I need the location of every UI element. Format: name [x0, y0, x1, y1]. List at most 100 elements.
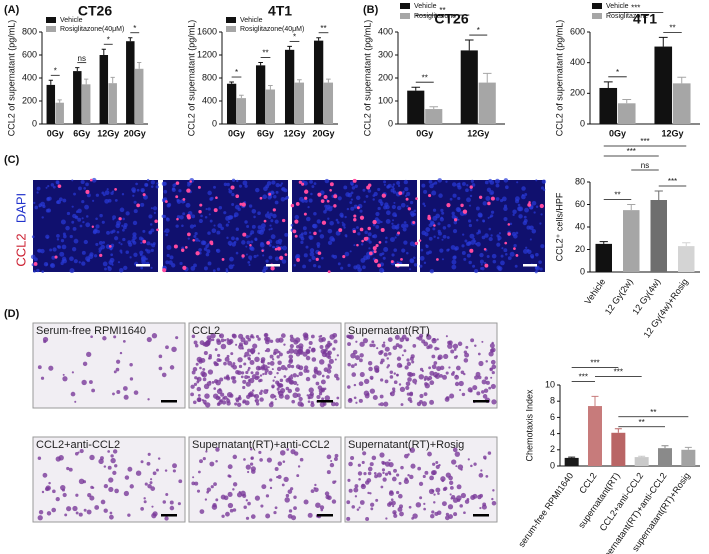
error-bar [622, 98, 632, 104]
nucleus [331, 238, 336, 242]
migrated-cell [354, 495, 358, 498]
nucleus [462, 182, 466, 186]
ccl2-cell [317, 192, 322, 197]
migrated-cell [260, 364, 266, 370]
x-tick-label: 0Gy [47, 128, 64, 138]
migrated-cell [467, 458, 470, 461]
migrated-cell [247, 501, 251, 506]
migrated-cell [248, 357, 251, 361]
nucleus [37, 249, 41, 253]
migrated-cell [383, 352, 388, 357]
migrated-cell [288, 509, 293, 513]
migrated-cell [375, 369, 380, 373]
migrated-cell [211, 380, 215, 384]
nucleus [163, 189, 168, 194]
migrated-cell [310, 334, 315, 339]
ccl2-cell [272, 208, 276, 212]
migrated-cell [232, 333, 237, 339]
migrated-cell [178, 479, 183, 484]
y-tick-label: 400 [202, 95, 217, 105]
migrated-cell [424, 470, 429, 475]
migrated-cell [409, 356, 414, 361]
migrated-cell [406, 392, 411, 396]
nucleus [242, 180, 248, 186]
bar [588, 406, 602, 466]
nucleus [524, 193, 528, 196]
migrated-cell [269, 486, 273, 490]
migrated-cell [336, 396, 340, 400]
nucleus [518, 214, 523, 219]
migrated-cell [333, 457, 338, 462]
scale-bar [266, 264, 280, 267]
nucleus [181, 224, 184, 228]
migrated-cell [478, 473, 484, 478]
nucleus [439, 248, 444, 253]
nucleus [111, 190, 115, 193]
migrated-cell [491, 497, 494, 501]
nucleus [310, 192, 313, 196]
nucleus [316, 219, 321, 224]
nucleus [69, 234, 73, 239]
migrated-cell [75, 493, 79, 497]
ccl2-cell [418, 239, 422, 242]
nucleus [95, 217, 98, 221]
migrated-cell [390, 498, 394, 502]
migrated-cell [448, 475, 453, 481]
migrated-cell [347, 398, 353, 403]
significance-label: ** [650, 408, 656, 417]
nucleus [517, 206, 522, 212]
ccl2-cell [197, 185, 201, 189]
nucleus [293, 263, 297, 267]
chart-title: 4T1 [633, 11, 657, 27]
migrated-cell [405, 337, 410, 342]
migrated-cell [129, 363, 133, 367]
nucleus [228, 264, 234, 270]
ccl2-cell [414, 241, 419, 246]
migrated-cell [482, 394, 488, 399]
migrated-cell [228, 338, 234, 344]
migrated-cell [379, 394, 384, 399]
migrated-cell [355, 340, 358, 343]
nucleus [116, 230, 120, 234]
migrated-cell [410, 463, 416, 469]
nucleus [207, 261, 212, 266]
migrated-cell [232, 488, 235, 491]
nucleus [31, 235, 35, 239]
nucleus [298, 196, 304, 202]
nucleus [205, 244, 209, 249]
nucleus [309, 248, 315, 253]
ccl2-cell [428, 194, 432, 198]
legend-label: Vehicle [414, 3, 437, 10]
nucleus [480, 263, 483, 266]
migrated-cell [422, 474, 426, 479]
migrated-cell [52, 489, 56, 494]
migrated-cell [326, 454, 332, 460]
nucleus [60, 219, 66, 225]
migrated-cell [372, 394, 378, 400]
nucleus [150, 207, 153, 210]
nucleus [41, 270, 45, 273]
migrated-cell [449, 486, 454, 490]
nucleus [46, 197, 50, 201]
ccl2-cell [469, 248, 474, 253]
migrated-cell [151, 505, 154, 508]
migrated-cell [334, 358, 337, 361]
migrated-cell [488, 386, 492, 390]
ccl2-cell [415, 197, 418, 200]
nucleus [404, 186, 409, 192]
migrated-cell [245, 370, 249, 375]
nucleus [440, 208, 444, 213]
nucleus [129, 256, 132, 259]
ccl2-cell [294, 234, 298, 238]
migrated-cell [396, 356, 402, 361]
nucleus [290, 223, 294, 227]
migrated-cell [214, 348, 218, 351]
nucleus [162, 181, 167, 186]
error-bar [429, 106, 439, 110]
nucleus [469, 194, 473, 198]
migrated-cell [363, 378, 370, 385]
nucleus [229, 243, 232, 247]
nucleus [421, 183, 426, 188]
y-tick-label: 0 [32, 118, 37, 128]
scale-bar [317, 400, 333, 403]
